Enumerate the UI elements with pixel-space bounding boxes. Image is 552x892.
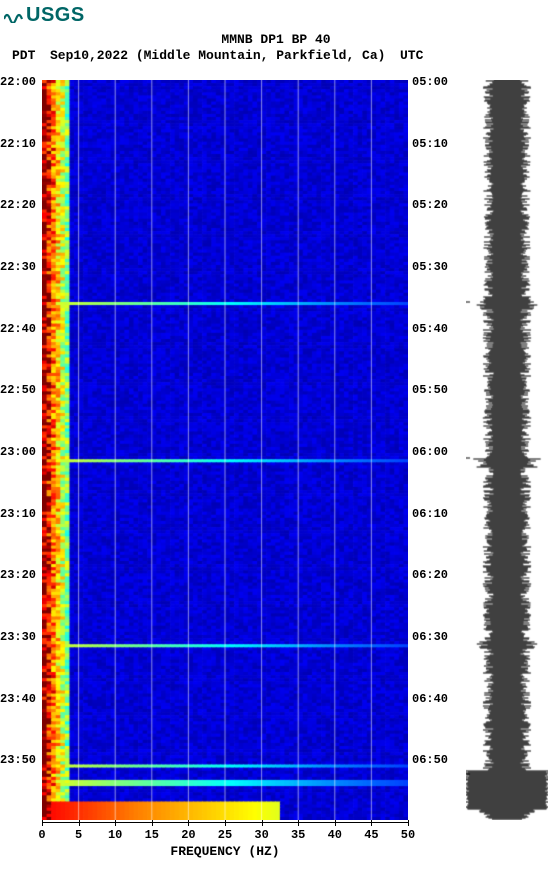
x-tick [262, 820, 263, 826]
utc-time-label: 05:50 [412, 383, 462, 397]
usgs-spectrogram-page: { "logo_text":"USGS", "title":"MMNB DP1 … [0, 0, 552, 892]
date-location: Sep10,2022 (Middle Mountain, Parkfield, … [50, 48, 385, 63]
utc-time-label: 06:10 [412, 507, 462, 521]
x-tick-label: 35 [291, 828, 305, 842]
x-tick-label: 15 [145, 828, 159, 842]
pdt-time-label: 23:50 [0, 753, 40, 767]
utc-time-label: 05:10 [412, 137, 462, 151]
pdt-time-label: 22:30 [0, 260, 40, 274]
pdt-time-label: 23:40 [0, 692, 40, 706]
utc-time-label: 06:30 [412, 630, 462, 644]
utc-time-label: 06:40 [412, 692, 462, 706]
x-tick-label: 40 [328, 828, 342, 842]
spectrogram-plot [42, 80, 408, 820]
x-tick [188, 820, 189, 826]
x-tick-label: 10 [108, 828, 122, 842]
x-tick [152, 820, 153, 826]
plot-title: MMNB DP1 BP 40 [0, 32, 552, 47]
utc-time-label: 06:20 [412, 568, 462, 582]
x-tick-label: 25 [218, 828, 232, 842]
x-tick-label: 0 [38, 828, 45, 842]
pdt-time-label: 22:00 [0, 75, 40, 89]
pdt-time-label: 23:00 [0, 445, 40, 459]
x-tick [79, 820, 80, 826]
x-tick-label: 50 [401, 828, 415, 842]
pdt-time-label: 22:10 [0, 137, 40, 151]
pdt-time-label: 22:50 [0, 383, 40, 397]
pdt-time-label: 23:30 [0, 630, 40, 644]
x-tick [408, 820, 409, 826]
x-tick-label: 20 [181, 828, 195, 842]
x-tick [115, 820, 116, 826]
x-tick-label: 30 [254, 828, 268, 842]
utc-time-label: 06:00 [412, 445, 462, 459]
utc-time-label: 05:40 [412, 322, 462, 336]
usgs-logo-text: USGS [26, 4, 85, 27]
utc-time-label: 05:00 [412, 75, 462, 89]
usgs-logo: USGS [4, 4, 85, 27]
left-tz-label: PDT [12, 48, 35, 63]
x-tick [335, 820, 336, 826]
utc-time-label: 05:20 [412, 198, 462, 212]
x-tick [42, 820, 43, 826]
utc-time-label: 05:30 [412, 260, 462, 274]
pdt-time-label: 23:20 [0, 568, 40, 582]
x-axis-title: FREQUENCY (HZ) [42, 844, 408, 859]
utc-time-label: 06:50 [412, 753, 462, 767]
spectrogram-canvas [42, 80, 408, 820]
pdt-time-label: 22:40 [0, 322, 40, 336]
x-tick-label: 5 [75, 828, 82, 842]
usgs-wave-icon [4, 9, 24, 23]
x-tick [225, 820, 226, 826]
pdt-time-label: 23:10 [0, 507, 40, 521]
right-tz-label: UTC [400, 48, 423, 63]
waveform-canvas [466, 80, 548, 820]
pdt-time-label: 22:20 [0, 198, 40, 212]
x-tick [371, 820, 372, 826]
x-tick-label: 45 [364, 828, 378, 842]
x-tick [298, 820, 299, 826]
